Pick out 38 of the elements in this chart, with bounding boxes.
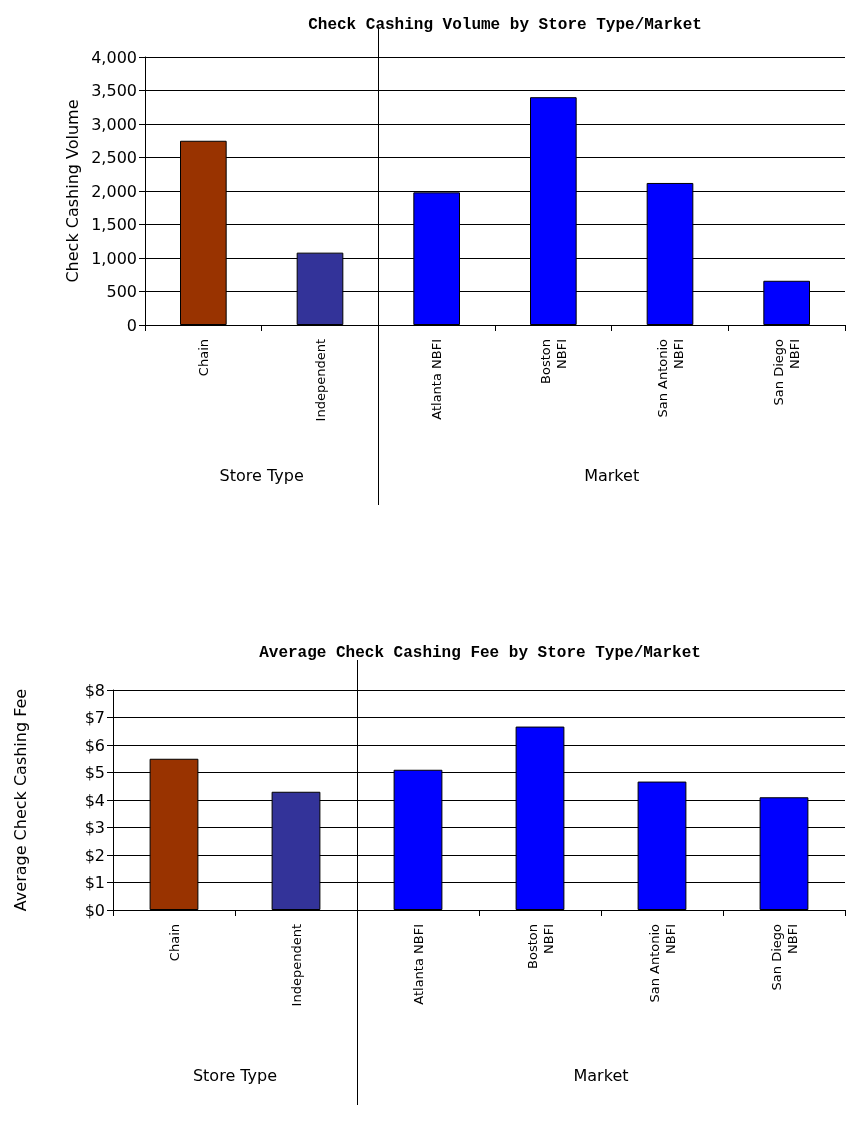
y-axis-title: Average Check Cashing Fee <box>10 688 30 912</box>
x-tick-label: San Antonio NBFI <box>646 923 678 1003</box>
text: Market <box>573 1065 629 1085</box>
y-tick-label: 1,500 <box>91 215 137 234</box>
y-tick-label: $3 <box>84 818 105 837</box>
chart-title: Check Cashing Volume by Store Type/Market <box>308 16 702 34</box>
y-tick-label: 500 <box>106 282 137 301</box>
y-tick-label: 3,500 <box>91 81 137 100</box>
x-tick-label: Chain <box>195 339 211 377</box>
text: Store Type <box>192 1065 278 1085</box>
x-tick-label: San Diego NBFI <box>768 923 800 991</box>
y-tick-label: $8 <box>84 680 105 700</box>
y-tick-label: 1,000 <box>91 248 137 268</box>
x-tick-label: Independent <box>288 924 304 1007</box>
x-tick-label: Chain <box>166 924 182 962</box>
y-tick-label: 2,500 <box>91 148 137 167</box>
y-tick-label: $1 <box>84 873 105 892</box>
text: Market <box>584 465 640 485</box>
y-tick-label: $4 <box>84 790 105 810</box>
y-tick-label: 0 <box>126 315 137 335</box>
y-tick-label: $7 <box>84 708 105 727</box>
y-tick-label: 2,000 <box>91 181 137 201</box>
x-tick-label: Boston NBFI <box>524 924 556 969</box>
x-tick-label: Boston NBFI <box>537 339 569 384</box>
y-tick-label: $2 <box>84 845 105 865</box>
x-tick-label: Atlanta NBFI <box>410 924 426 1005</box>
y-tick-label: $6 <box>84 735 105 755</box>
y-tick-label: $0 <box>84 900 105 920</box>
x-tick-label: San Diego NBFI <box>771 338 803 406</box>
y-tick-label: $5 <box>84 763 105 782</box>
x-tick-label: Atlanta NBFI <box>429 339 445 420</box>
y-tick-label: 4,000 <box>91 47 137 67</box>
text: Store Type <box>219 465 304 485</box>
x-tick-label: San Antonio NBFI <box>654 338 686 418</box>
y-tick-label: 3,000 <box>91 114 137 134</box>
y-axis-title: Check Cashing Volume <box>62 99 82 283</box>
chart-title: Average Check Cashing Fee by Store Type/Market <box>259 644 701 662</box>
x-tick-label: Independent <box>312 339 328 422</box>
